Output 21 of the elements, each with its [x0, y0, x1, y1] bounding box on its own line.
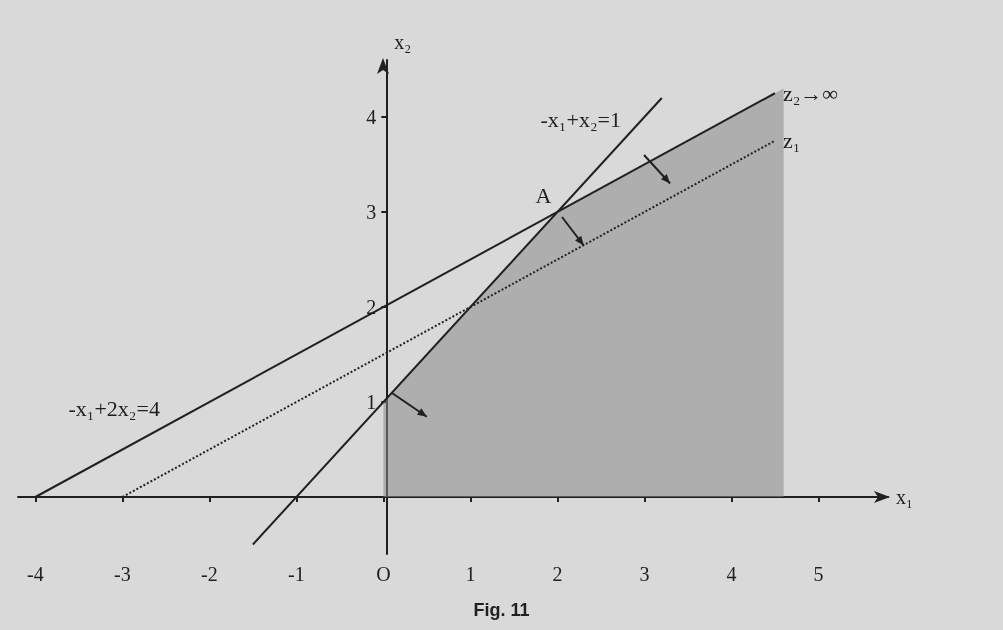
x-tick-label: 4 — [726, 563, 737, 585]
x-tick-label: 3 — [639, 563, 650, 585]
y-tick-label: 3 — [366, 201, 377, 223]
y-tick-label: 4 — [366, 106, 377, 128]
y-tick-label: 1 — [366, 391, 377, 413]
x-tick-label: -2 — [201, 563, 218, 585]
annotation: -x₁+2x₂=4 — [68, 396, 160, 422]
annotation: z₁ — [782, 128, 801, 154]
y-axis-title: x₂ — [394, 31, 412, 53]
x-axis-title: x₁ — [896, 486, 913, 508]
annotation: A — [535, 182, 552, 208]
x-tick-label: 1 — [465, 563, 476, 585]
text: Fig. 11 — [473, 600, 530, 620]
x-tick-label: -3 — [114, 563, 131, 585]
annotation: z₂→∞ — [782, 80, 839, 106]
x-tick-label: -4 — [27, 563, 44, 585]
x-tick-label: 2 — [552, 563, 563, 585]
x-tick-label: -1 — [288, 563, 305, 585]
x-tick-label: 5 — [813, 563, 824, 585]
annotation: -x₁+x₂=1 — [540, 106, 621, 132]
x-tick-label: O — [376, 563, 391, 585]
